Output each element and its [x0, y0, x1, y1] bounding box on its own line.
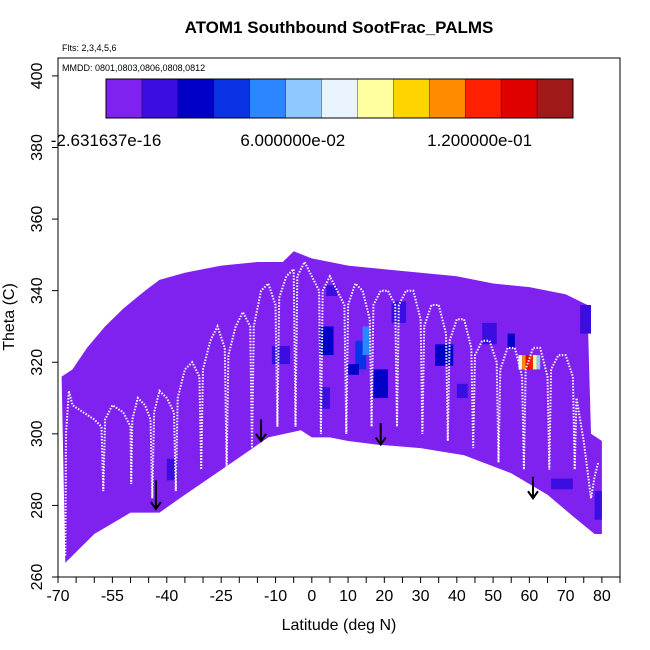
heatmap-cell	[456, 383, 468, 399]
x-axis: -70 -55 -40 -25 -10 0 10 20 30 40 50 60 70 80	[46, 576, 621, 605]
heatmap-cell	[166, 458, 178, 481]
heatmap-cell	[362, 326, 370, 356]
chart-title: ATOM1 Southbound SootFrac_PALMS	[185, 18, 494, 37]
x-tick-label: 10	[339, 588, 357, 605]
heatmap-field	[61, 251, 602, 563]
arrow-marker-head	[150, 501, 162, 511]
x-tick-label: 0	[307, 588, 316, 605]
colorbar-segment	[429, 79, 466, 118]
y-tick-label: 280	[29, 492, 46, 519]
arrow-marker-head	[255, 433, 267, 443]
heatmap-cell	[532, 355, 537, 370]
y-axis-label: Theta (C)	[1, 283, 18, 351]
x-tick-label: -10	[264, 588, 287, 605]
y-tick-label: 320	[29, 349, 46, 376]
x-tick-label: 40	[448, 588, 466, 605]
flights-note: Flts: 2,3,4,5,6	[62, 43, 117, 53]
x-tick-label: -25	[210, 588, 233, 605]
colorbar-segment	[249, 79, 287, 118]
colorbar: -2.631637e-16 6.000000e-02 1.200000e-01	[51, 78, 574, 150]
colorbar-segment	[285, 79, 323, 118]
x-tick-label: -40	[155, 588, 178, 605]
y-axis: 260 280 300 320 340 360 380 400	[29, 62, 59, 591]
heatmap-cell	[326, 285, 338, 297]
heatmap-cell	[373, 369, 388, 399]
y-tick-label: 340	[29, 277, 46, 304]
x-tick-label: -70	[46, 588, 69, 605]
heatmap-cell	[319, 387, 330, 409]
plot-area	[57, 57, 621, 578]
y-tick-label: 260	[29, 564, 46, 591]
arrow-markers	[150, 419, 539, 511]
heatmap-cell	[529, 355, 533, 370]
y-tick-label: 380	[29, 134, 46, 161]
y-tick-label: 300	[29, 420, 46, 447]
x-axis-label: Latitude (deg N)	[282, 617, 397, 634]
colorbar-segment	[177, 79, 215, 118]
heatmap-cell	[319, 326, 334, 356]
colorbar-ticks: -2.631637e-16 6.000000e-02 1.200000e-01	[51, 131, 532, 150]
heatmap-cell	[507, 333, 515, 348]
heatmap-cell	[348, 364, 359, 375]
dates-note: MMDD: 0801,0803,0806,0808,0812	[62, 63, 205, 73]
colorbar-segment	[106, 79, 143, 118]
heatmap-cell	[525, 355, 530, 370]
heatmap-cell	[594, 491, 602, 520]
colorbar-tick-label: 6.000000e-02	[240, 131, 345, 150]
y-tick-label: 360	[29, 206, 46, 233]
heatmap-cell	[522, 355, 526, 370]
heatmap-cell	[482, 322, 497, 345]
flight-tracks	[64, 259, 600, 556]
colorbar-segments	[106, 79, 574, 118]
heatmap-cell	[518, 355, 523, 370]
colorbar-frame	[105, 78, 574, 119]
x-tick-label: 70	[557, 588, 575, 605]
colorbar-segment	[141, 79, 179, 118]
heatmap-background-field	[61, 251, 602, 563]
colorbar-tick-label: 1.200000e-01	[427, 131, 532, 150]
colorbar-tick-label: -2.631637e-16	[51, 131, 162, 150]
flight-track-line	[64, 259, 600, 556]
heatmap-cell	[580, 304, 591, 334]
heatmap-cell	[355, 340, 367, 370]
x-tick-label: 60	[520, 588, 538, 605]
colorbar-segment	[501, 79, 538, 118]
colorbar-segment	[321, 79, 358, 118]
x-tick-label: -55	[101, 588, 124, 605]
x-tick-label: 30	[412, 588, 430, 605]
colorbar-segment	[357, 79, 394, 118]
x-tick-label: 20	[375, 588, 393, 605]
colorbar-segment	[393, 79, 430, 118]
colorbar-segment	[213, 79, 251, 118]
heatmap-cell	[435, 344, 454, 366]
heatmap-cell	[271, 346, 291, 365]
y-tick-label: 400	[29, 62, 46, 89]
colorbar-segment	[537, 79, 574, 118]
colorbar-segment	[465, 79, 502, 118]
x-tick-label: 50	[484, 588, 502, 605]
heatmap-cell	[551, 478, 573, 490]
heatmap-cell	[536, 355, 541, 370]
arrow-marker-head	[374, 436, 387, 447]
x-tick-label: 80	[593, 588, 611, 605]
arrow-marker-head	[527, 490, 539, 500]
